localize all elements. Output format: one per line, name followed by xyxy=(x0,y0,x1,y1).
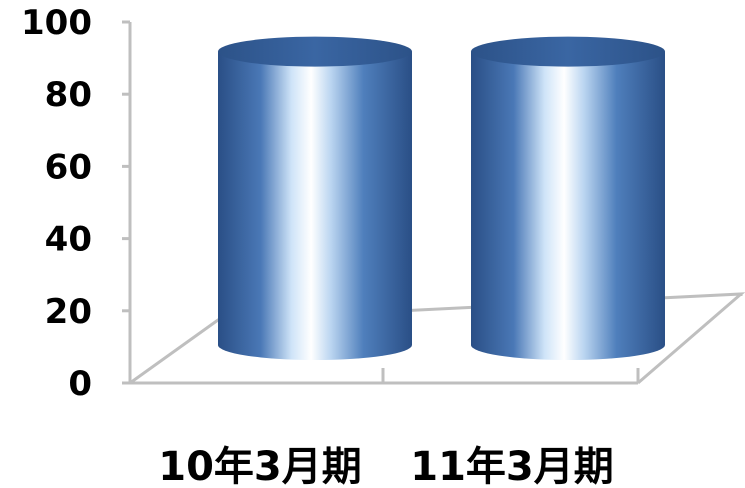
bar-2-body xyxy=(471,51,665,360)
y-ticks xyxy=(122,20,130,385)
bar-1 xyxy=(218,36,412,360)
y-tick-labels: 0 20 40 60 80 100 xyxy=(21,3,92,404)
y-tick-label: 20 xyxy=(45,292,92,332)
y-tick-label: 60 xyxy=(45,147,92,187)
bars xyxy=(218,36,665,360)
bar-1-body xyxy=(218,51,412,360)
y-tick-label: 0 xyxy=(68,364,92,404)
bar-2-top xyxy=(471,36,665,67)
y-tick-label: 40 xyxy=(45,220,92,260)
bar-1-top xyxy=(218,36,412,67)
y-tick-label: 100 xyxy=(21,3,92,43)
bar-2 xyxy=(471,36,665,360)
y-tick-label: 80 xyxy=(45,75,92,115)
x-ticks xyxy=(128,368,640,383)
x-category-label: 11年3月期 xyxy=(410,444,614,488)
x-category-label: 10年3月期 xyxy=(158,444,362,488)
x-tick-labels: 10年3月期 11年3月期 xyxy=(158,444,614,488)
